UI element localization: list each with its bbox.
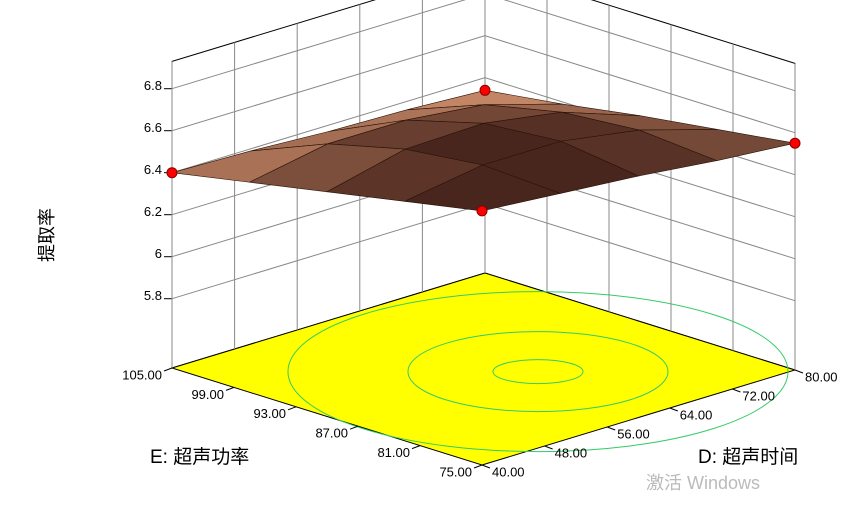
x-tick-label: 72.00 (742, 388, 775, 403)
y-tick-label: 105.00 (122, 367, 162, 382)
y-tick-label: 81.00 (377, 445, 410, 460)
design-point (166, 167, 178, 179)
x-tick-label: 40.00 (492, 464, 525, 479)
y-tick-label: 75.00 (439, 464, 472, 479)
contour (407, 331, 669, 413)
x-tick (607, 426, 616, 431)
z-tick-label: 6.8 (144, 78, 162, 93)
watermark: 激活 Windows (646, 473, 760, 493)
z-tick-label: 5.8 (144, 288, 162, 303)
x-tick-label: 80.00 (805, 369, 838, 384)
x-tick (481, 464, 491, 469)
x-tick-label: 64.00 (680, 407, 713, 422)
z-tick-label: 6.4 (144, 162, 162, 177)
surface-patch (403, 164, 562, 212)
z-tick-label: 6.2 (144, 204, 162, 219)
x-axis-label: D: 超声时间 (698, 446, 798, 468)
z-axis-label: 提取率 (37, 208, 57, 262)
y-tick (411, 445, 421, 450)
y-axis-label: E: 超声功率 (150, 446, 249, 468)
y-tick (163, 367, 173, 372)
x-tick (732, 388, 741, 393)
y-tick (225, 386, 235, 391)
y-tick (473, 464, 483, 469)
z-tick-label: 6.6 (144, 120, 162, 135)
grid-line (171, 0, 796, 92)
design-point (479, 84, 491, 96)
y-tick (287, 406, 297, 411)
contour (287, 291, 789, 453)
y-tick-label: 99.00 (191, 387, 224, 402)
y-tick (349, 425, 359, 430)
design-point (789, 137, 801, 149)
design-point (476, 205, 488, 217)
x-tick-label: 48.00 (555, 445, 588, 460)
z-tick-label: 6 (155, 246, 162, 261)
y-tick-label: 87.00 (315, 426, 348, 441)
contour (492, 359, 584, 385)
x-tick (794, 369, 804, 374)
x-tick (669, 407, 678, 412)
y-tick-label: 93.00 (253, 406, 286, 421)
x-tick (544, 445, 553, 450)
x-tick-label: 56.00 (617, 426, 650, 441)
